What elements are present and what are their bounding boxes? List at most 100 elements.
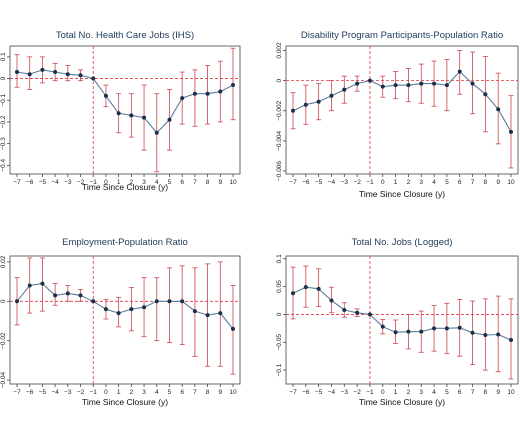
- x-tick-label: 0: [381, 389, 385, 396]
- x-tick-label: −1: [366, 389, 374, 396]
- data-point: [342, 307, 347, 312]
- y-tick-label: 0.1: [276, 254, 283, 263]
- data-point: [205, 313, 210, 318]
- confidence-interval: [179, 265, 185, 346]
- x-tick-label: 4: [432, 389, 436, 396]
- x-tick-label: −2: [77, 179, 85, 186]
- confidence-interval: [166, 267, 172, 344]
- data-point: [142, 115, 147, 120]
- x-axis-label: Time Since Closure (y): [359, 397, 445, 407]
- x-tick-label: 3: [142, 389, 146, 396]
- y-tick-label: −0.1: [276, 363, 283, 376]
- x-tick-label: 6: [458, 389, 462, 396]
- plot-frame: [9, 45, 241, 175]
- confidence-interval: [192, 69, 198, 127]
- x-tick-label: 2: [407, 389, 411, 396]
- x-tick-label: 8: [206, 389, 210, 396]
- y-tick-label: 0: [0, 299, 7, 303]
- data-point: [432, 81, 437, 86]
- plot-frame: [285, 45, 519, 175]
- x-tick-label: 7: [193, 179, 197, 186]
- x-tick-label: −1: [366, 179, 374, 186]
- x-tick-label: 3: [419, 389, 423, 396]
- y-tick-label: −0.1: [0, 93, 7, 106]
- data-point: [53, 293, 58, 298]
- x-tick-label: 4: [155, 389, 159, 396]
- series-line: [292, 70, 512, 133]
- data-point: [103, 93, 108, 98]
- y-tick-label: −0.4: [0, 159, 7, 172]
- data-point: [231, 83, 235, 88]
- x-tick-label: 1: [117, 179, 121, 186]
- data-point: [40, 67, 45, 72]
- x-tick-label: 9: [218, 179, 222, 186]
- data-point: [483, 333, 488, 338]
- x-tick-label: −5: [39, 389, 47, 396]
- data-point: [192, 309, 197, 314]
- x-tick-label: 1: [394, 389, 398, 396]
- data-point: [470, 81, 475, 86]
- data-point: [154, 299, 159, 304]
- x-tick-label: 2: [407, 179, 411, 186]
- chart-title: Total No. Health Care Jobs (IHS): [56, 30, 194, 41]
- chart-title: Total No. Jobs (Logged): [352, 237, 453, 248]
- x-axis-label: Time Since Closure (y): [359, 189, 445, 199]
- x-tick-label: −5: [315, 179, 323, 186]
- data-point: [65, 72, 70, 77]
- x-tick-label: −4: [51, 389, 59, 396]
- data-point: [65, 291, 70, 296]
- y-tick-label: 0.1: [0, 52, 7, 61]
- chart-panel-1: Disability Program Participants-Populati…: [276, 30, 519, 199]
- x-tick-label: −1: [90, 179, 98, 186]
- data-point: [406, 329, 411, 334]
- data-point: [218, 311, 223, 316]
- x-tick-label: −4: [328, 179, 336, 186]
- data-point: [27, 283, 32, 288]
- x-tick-label: 4: [155, 179, 159, 186]
- data-point: [380, 324, 385, 329]
- x-tick-label: 6: [458, 179, 462, 186]
- y-tick-label: 0: [276, 78, 283, 82]
- data-point: [419, 329, 424, 334]
- y-tick-label: 0: [0, 76, 7, 80]
- data-point: [329, 93, 334, 98]
- x-tick-label: −7: [289, 179, 297, 186]
- x-tick-label: −3: [64, 389, 72, 396]
- x-tick-label: −3: [341, 179, 349, 186]
- y-tick-label: −0.02: [0, 332, 7, 349]
- data-point: [355, 310, 360, 315]
- data-point: [27, 72, 32, 77]
- data-point: [380, 84, 385, 89]
- data-point: [483, 92, 488, 97]
- y-tick-label: 0.05: [276, 280, 283, 293]
- data-point: [129, 113, 134, 118]
- chart-panel-0: Total No. Health Care Jobs (IHS) 0.1 0 −0.1…: [0, 30, 241, 192]
- x-tick-label: −2: [353, 179, 361, 186]
- data-point: [78, 73, 83, 78]
- x-tick-label: −7: [13, 179, 21, 186]
- data-point: [142, 305, 147, 310]
- x-axis-label: Time Since Closure (y): [82, 182, 168, 192]
- x-tick-label: 1: [394, 179, 398, 186]
- y-tick-label: 0.02: [0, 255, 7, 268]
- x-tick-label: −2: [353, 389, 361, 396]
- data-point: [167, 117, 172, 122]
- x-tick-label: 8: [484, 179, 488, 186]
- plot-frame: [285, 255, 519, 385]
- data-point: [457, 325, 462, 330]
- data-point: [444, 326, 449, 331]
- data-point: [444, 83, 449, 88]
- data-point: [496, 107, 501, 112]
- data-point: [367, 312, 372, 317]
- x-tick-label: 6: [180, 389, 184, 396]
- y-tick-label: −0.05: [276, 334, 283, 351]
- data-point: [355, 81, 360, 86]
- x-tick-label: 10: [507, 389, 515, 396]
- x-tick-label: −3: [64, 179, 72, 186]
- data-point: [316, 286, 321, 291]
- y-tick-label: −0.004: [276, 130, 283, 150]
- x-tick-label: 9: [218, 389, 222, 396]
- confidence-interval: [154, 277, 160, 342]
- data-point: [167, 299, 172, 304]
- chart-title: Disability Program Participants-Populati…: [301, 30, 503, 41]
